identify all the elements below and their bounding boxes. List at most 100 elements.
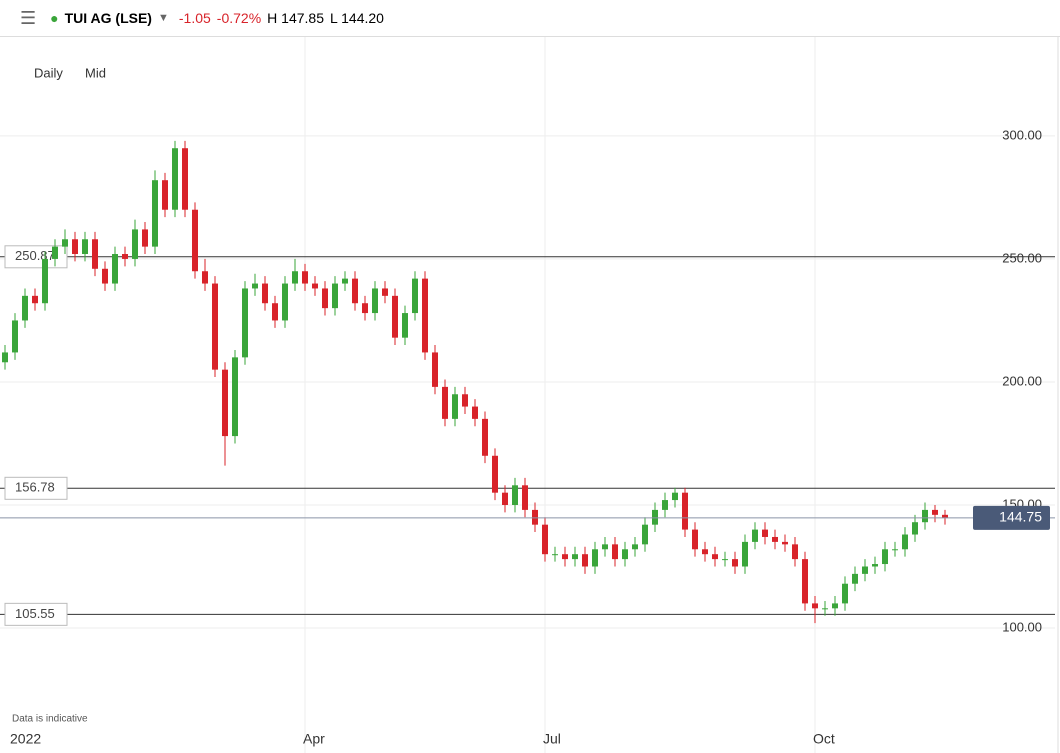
candle-body [152,180,158,247]
candle-body [422,278,428,353]
candle-body [242,288,248,358]
candle-body [682,492,688,530]
candle-body [502,492,508,505]
x-tick-label: Jul [543,731,561,747]
candle-body [812,603,818,609]
candle-body [532,509,538,525]
candle-body [452,394,458,419]
candle-body [712,554,718,560]
candle-body [752,529,758,542]
x-tick-label: Apr [303,731,325,747]
note: Data is indicative [12,714,88,725]
candle-body [342,278,348,284]
candle-body [352,278,358,304]
candle-body [902,534,908,550]
candle-body [822,608,828,610]
dropdown[interactable]: ▼ [157,12,169,24]
price-type[interactable]: Mid [85,65,106,80]
level-label-box [4,476,68,500]
y-tick-label: 250.00 [1002,250,1042,265]
candle-body [522,485,528,510]
candle-body [632,544,638,550]
candle-body [92,239,98,269]
candle-body [432,352,438,387]
candle-body [692,529,698,550]
candle-body [12,320,18,353]
candle-body [132,229,138,259]
candle-body [722,559,728,561]
candle-body [282,283,288,321]
candle-body [792,544,798,560]
candle-body [202,271,208,284]
candle-body [122,254,128,259]
candle-body [932,509,938,515]
candle-body [252,283,258,289]
candle-body [702,549,708,555]
candle-body [372,288,378,314]
candle-body [612,544,618,560]
candle-body [462,394,468,407]
day-low: L 144.20 [329,10,384,26]
last-price-label: 144.75 [999,509,1042,525]
candle-body [42,258,48,304]
candle-body [862,566,868,574]
candle-body [192,209,198,272]
candle-body [592,549,598,567]
candle-body [332,283,338,309]
candle-body [182,148,188,210]
instrument-name[interactable]: TUI AG (LSE) [64,10,152,26]
candle-body [392,295,398,338]
y-tick-label: 100.00 [1002,619,1042,634]
candle-body [162,180,168,210]
menu-icon[interactable]: ☰ [20,7,37,28]
candle-body [32,295,38,304]
y-tick-label: 300.00 [1002,127,1042,142]
candle-body [582,554,588,567]
candle-body [622,549,628,560]
candle-body [842,583,848,604]
candle-body [2,352,8,363]
candle-body [142,229,148,247]
candle-body [872,564,878,567]
candle-body [672,492,678,501]
candle-body [652,509,658,525]
candle-body [832,603,838,609]
change: -1.05 [178,10,211,26]
y-tick-label: 200.00 [1002,373,1042,388]
candle-body [62,239,68,247]
candle-body [602,544,608,550]
candle-body [852,573,858,584]
candle-body [922,509,928,523]
level-label: 250.87 [15,248,55,263]
level-label: 105.55 [15,606,55,621]
interval[interactable]: Daily [34,65,63,80]
candle-body [762,529,768,537]
candle-body [662,500,668,510]
candle-body [102,268,108,284]
candle-body [322,288,328,309]
candle-body [442,386,448,419]
header-bar: ☰ ● TUI AG (LSE) ▼ -1.05 -0.72% H 147.85… [0,0,1060,37]
candle-body [492,455,498,493]
candle-body [552,554,558,556]
x-tick-label: 2022 [10,731,41,747]
candle-body [272,303,278,321]
candle-body [472,406,478,419]
candle-body [912,522,918,535]
candle-body [232,357,238,437]
candle-body [222,369,228,437]
candle-body [362,303,368,314]
candle-body [942,514,948,518]
candle-body [542,524,548,555]
candle-body [212,283,218,370]
level-label: 156.78 [15,480,55,495]
candle-body [802,559,808,604]
candle-body [732,559,738,567]
day-high: H 147.85 [267,10,324,26]
candle-body [112,254,118,284]
candle-body [512,485,518,505]
candle-body [382,288,388,296]
candle-body [772,536,778,542]
